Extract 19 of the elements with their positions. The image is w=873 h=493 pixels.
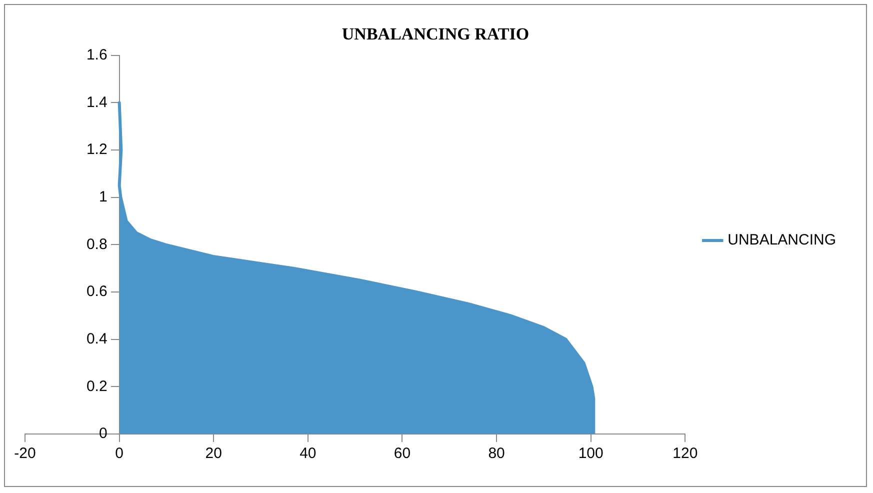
y-tick-label: 0.4: [86, 330, 108, 348]
y-tick-label: 0.2: [86, 378, 108, 395]
chart-title: UNBALANCING RATIO: [342, 24, 530, 44]
y-tick-label: 0: [98, 425, 108, 442]
legend-label: UNBALANCING: [728, 232, 836, 249]
y-tick-label: 0.6: [86, 283, 108, 300]
x-tick-label: 60: [394, 445, 411, 462]
x-tick-label: 20: [205, 445, 222, 462]
x-tick-label: 40: [300, 445, 316, 462]
x-tick-label: 120: [672, 445, 698, 462]
y-tick-label: 1.4: [86, 94, 108, 111]
x-tick-label: 0: [115, 445, 124, 462]
x-tick-label: -20: [14, 445, 36, 462]
y-tick-label: 1: [98, 188, 108, 206]
y-tick-label: 1.6: [86, 46, 108, 64]
x-tick-label: 100: [578, 445, 604, 462]
y-tick-label: 0.8: [86, 236, 108, 253]
x-tick-label: 80: [488, 445, 505, 462]
y-tick-label: 1.2: [86, 141, 108, 158]
